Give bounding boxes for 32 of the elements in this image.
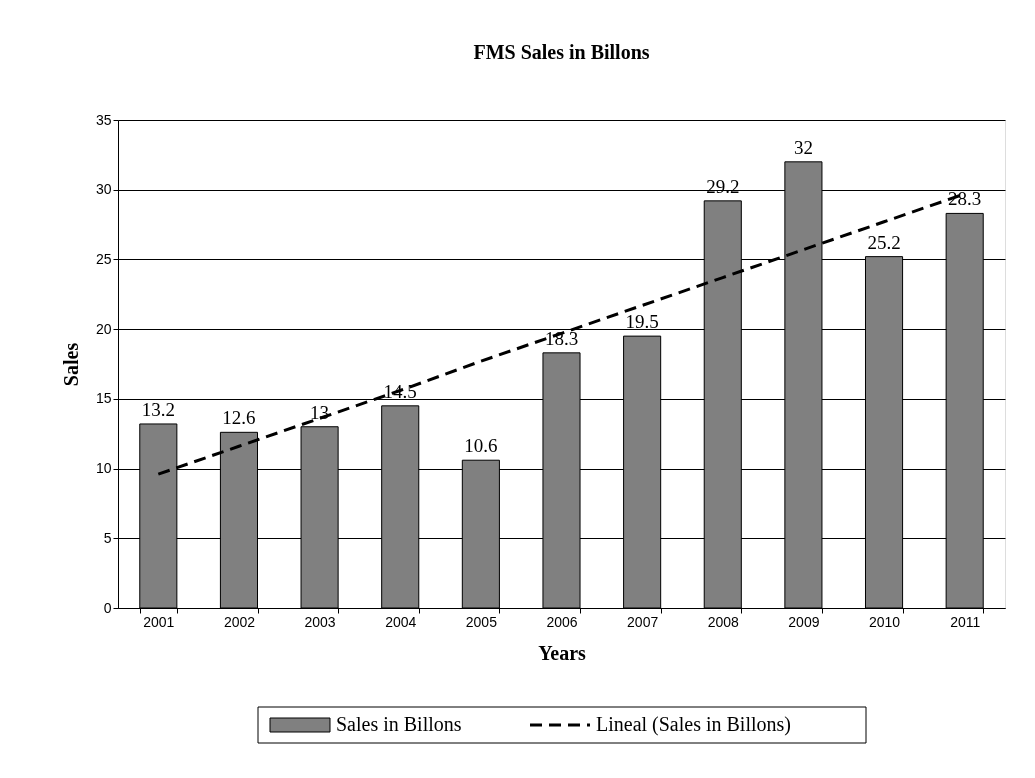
data-label: 25.2	[867, 231, 901, 253]
y-tick-label: 0	[103, 599, 112, 616]
y-tick-label: 5	[103, 529, 112, 546]
x-tick-label: 2002	[223, 613, 256, 630]
x-tick-label: 2011	[950, 613, 981, 630]
legend-label: Lineal (Sales in Billons)	[596, 713, 791, 736]
x-tick-label: 2005	[465, 613, 498, 630]
legend-label: Sales in Billons	[336, 713, 462, 735]
x-tick-label: 2006	[546, 613, 578, 630]
y-tick-label: 20	[95, 320, 112, 337]
y-axis-title: Sales	[59, 342, 82, 387]
x-tick-label: 2007	[627, 613, 659, 630]
x-tick-label: 2001	[143, 613, 175, 630]
data-label: 10.6	[464, 435, 498, 457]
x-tick-label: 2010	[868, 613, 901, 630]
data-label: 32	[793, 136, 813, 158]
y-tick-label: 10	[95, 460, 112, 477]
data-label: 12.6	[222, 407, 256, 429]
data-label: 13.2	[141, 398, 175, 420]
chart-title: FMS Sales in Billons	[473, 41, 650, 63]
y-tick-label: 25	[95, 250, 112, 267]
data-label: 19.5	[625, 311, 659, 333]
y-tick-label: 30	[95, 181, 112, 198]
x-tick-label: 2004	[385, 613, 417, 630]
x-axis-title: Years	[538, 641, 587, 664]
data-label: 18.3	[544, 327, 579, 349]
y-tick-label: 35	[95, 111, 112, 128]
x-tick-label: 2009	[788, 613, 820, 630]
y-tick-label: 15	[95, 390, 112, 407]
x-tick-label: 2008	[707, 613, 740, 630]
data-label: 28.3	[948, 188, 982, 210]
x-tick-label: 2003	[304, 613, 336, 630]
